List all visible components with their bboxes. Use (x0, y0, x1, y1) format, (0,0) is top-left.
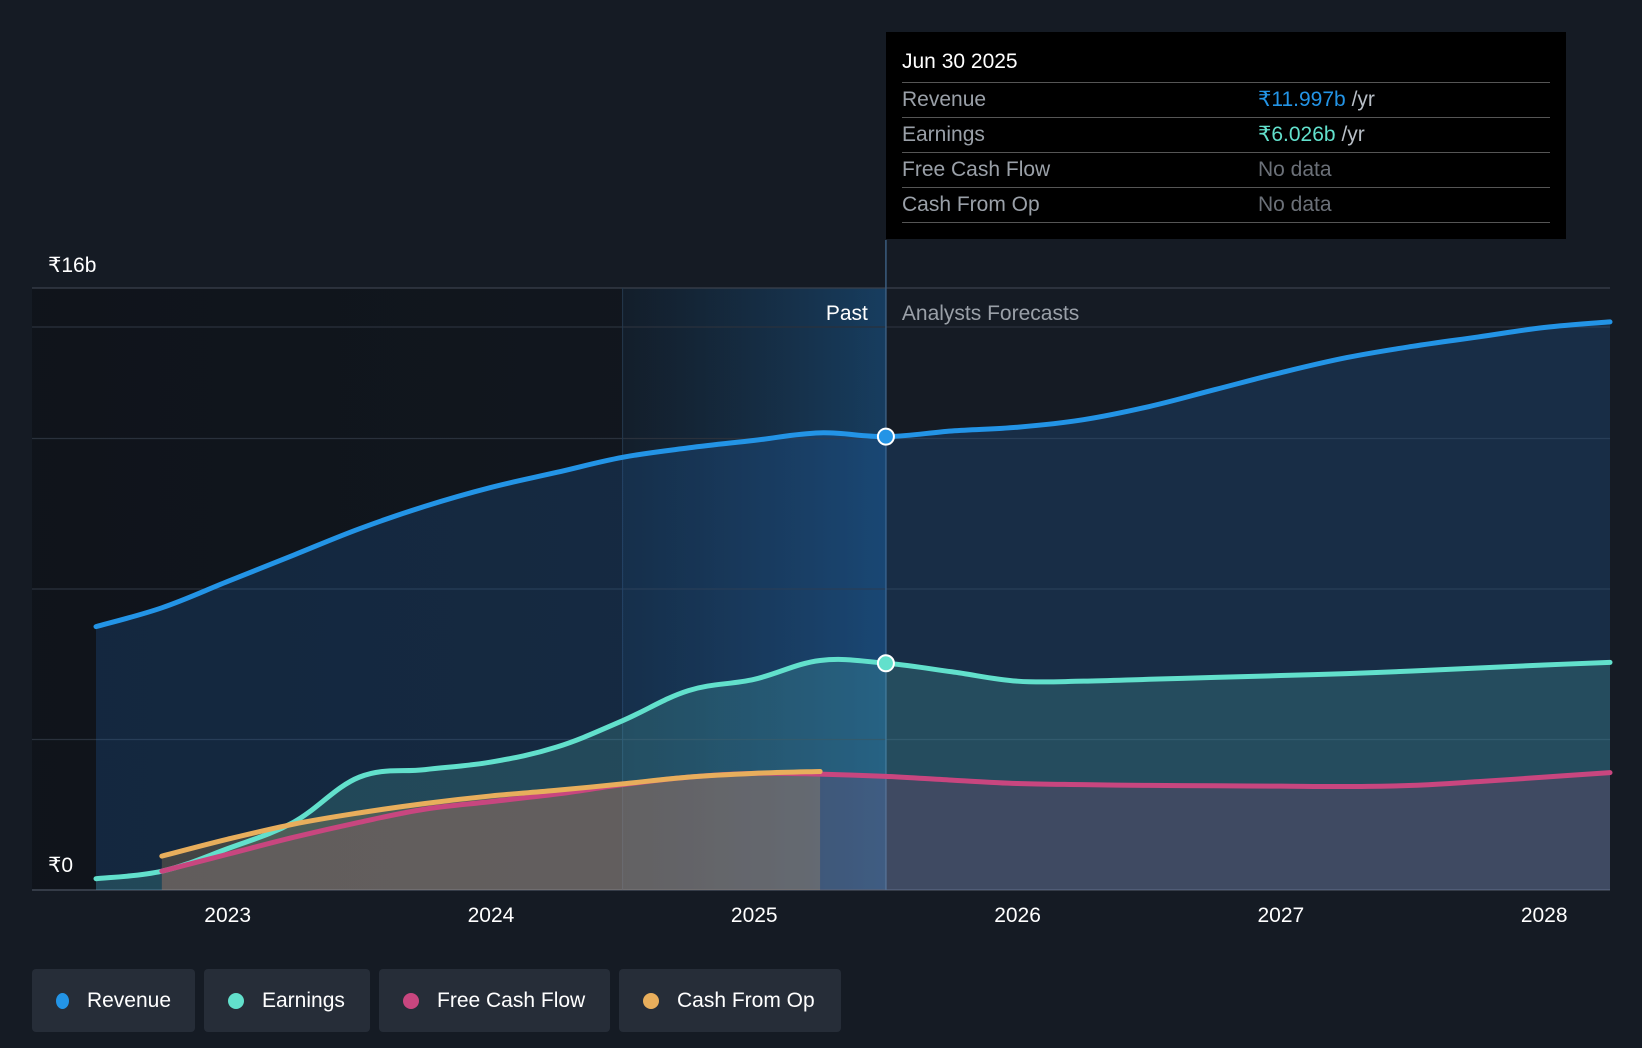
past-label: Past (826, 302, 868, 325)
legend-dot-icon (228, 992, 244, 1009)
tooltip-label: Revenue (902, 88, 987, 111)
area-revenue (96, 321, 1610, 890)
tooltip-earnings-value: ₹6.026b (1258, 123, 1336, 146)
tooltip-row-earnings: Earnings ₹6.026b /yr (902, 118, 1550, 153)
forecast-label: Analysts Forecasts (902, 302, 1079, 325)
legend-item-earnings[interactable]: Earnings (204, 969, 370, 1032)
line-earnings (93, 656, 1613, 882)
legend-label: Revenue (86, 988, 171, 1012)
tooltip-date: Jun 30 2025 (902, 46, 1550, 83)
x-tick-label: 2026 (994, 904, 1041, 927)
tooltip-row-free-cash-flow: Free Cash Flow No data (902, 153, 1550, 188)
legend-dot-icon (56, 992, 69, 1009)
legend-item-cash-from-op[interactable]: Cash From Op (619, 969, 841, 1032)
legend-dot-icon (403, 992, 419, 1009)
tooltip: Jun 30 2025 Revenue ₹11.997b /yr Earning… (886, 32, 1566, 239)
legend-label: Earnings (262, 988, 345, 1012)
line-cash-from-op (159, 768, 823, 859)
tooltip-value: No data (1258, 158, 1332, 181)
point-revenue (876, 427, 895, 446)
tooltip-row-revenue: Revenue ₹11.997b /yr (902, 83, 1550, 118)
tooltip-label: Cash From Op (902, 193, 1040, 216)
area-free-cash-flow (161, 772, 1611, 890)
line-revenue (93, 319, 1613, 630)
point-earnings (876, 654, 895, 673)
legend-label: Free Cash Flow (437, 988, 586, 1012)
x-tick-label: 2027 (1258, 904, 1305, 927)
tooltip-unit: /yr (1341, 123, 1365, 146)
tooltip-unit: /yr (1351, 88, 1375, 111)
tooltip-revenue-value: ₹11.997b (1258, 88, 1346, 111)
legend-item-free-cash-flow[interactable]: Free Cash Flow (379, 969, 610, 1032)
legend-label: Cash From Op (677, 988, 815, 1012)
y-tick-label-max: ₹16b (48, 254, 96, 277)
x-tick-label: 2023 (204, 904, 251, 927)
legend-dot-icon (643, 992, 659, 1009)
tooltip-value: ₹6.026b /yr (1258, 118, 1365, 152)
tooltip-value: No data (1258, 193, 1332, 216)
line-free-cash-flow (159, 770, 1613, 874)
tooltip-value: ₹11.997b /yr (1258, 83, 1375, 117)
tooltip-label: Earnings (902, 123, 985, 146)
x-tick-label: 2025 (731, 904, 778, 927)
x-tick-label: 2028 (1521, 904, 1568, 927)
legend: Revenue Earnings Free Cash Flow Cash Fro… (32, 969, 841, 1032)
tooltip-label: Free Cash Flow (902, 158, 1051, 181)
y-tick-label-zero: ₹0 (48, 854, 73, 877)
area-cash-from-op (161, 771, 821, 890)
tooltip-row-cash-from-op: Cash From Op No data (902, 188, 1550, 223)
legend-item-revenue[interactable]: Revenue (32, 969, 195, 1032)
x-tick-label: 2024 (468, 904, 515, 927)
